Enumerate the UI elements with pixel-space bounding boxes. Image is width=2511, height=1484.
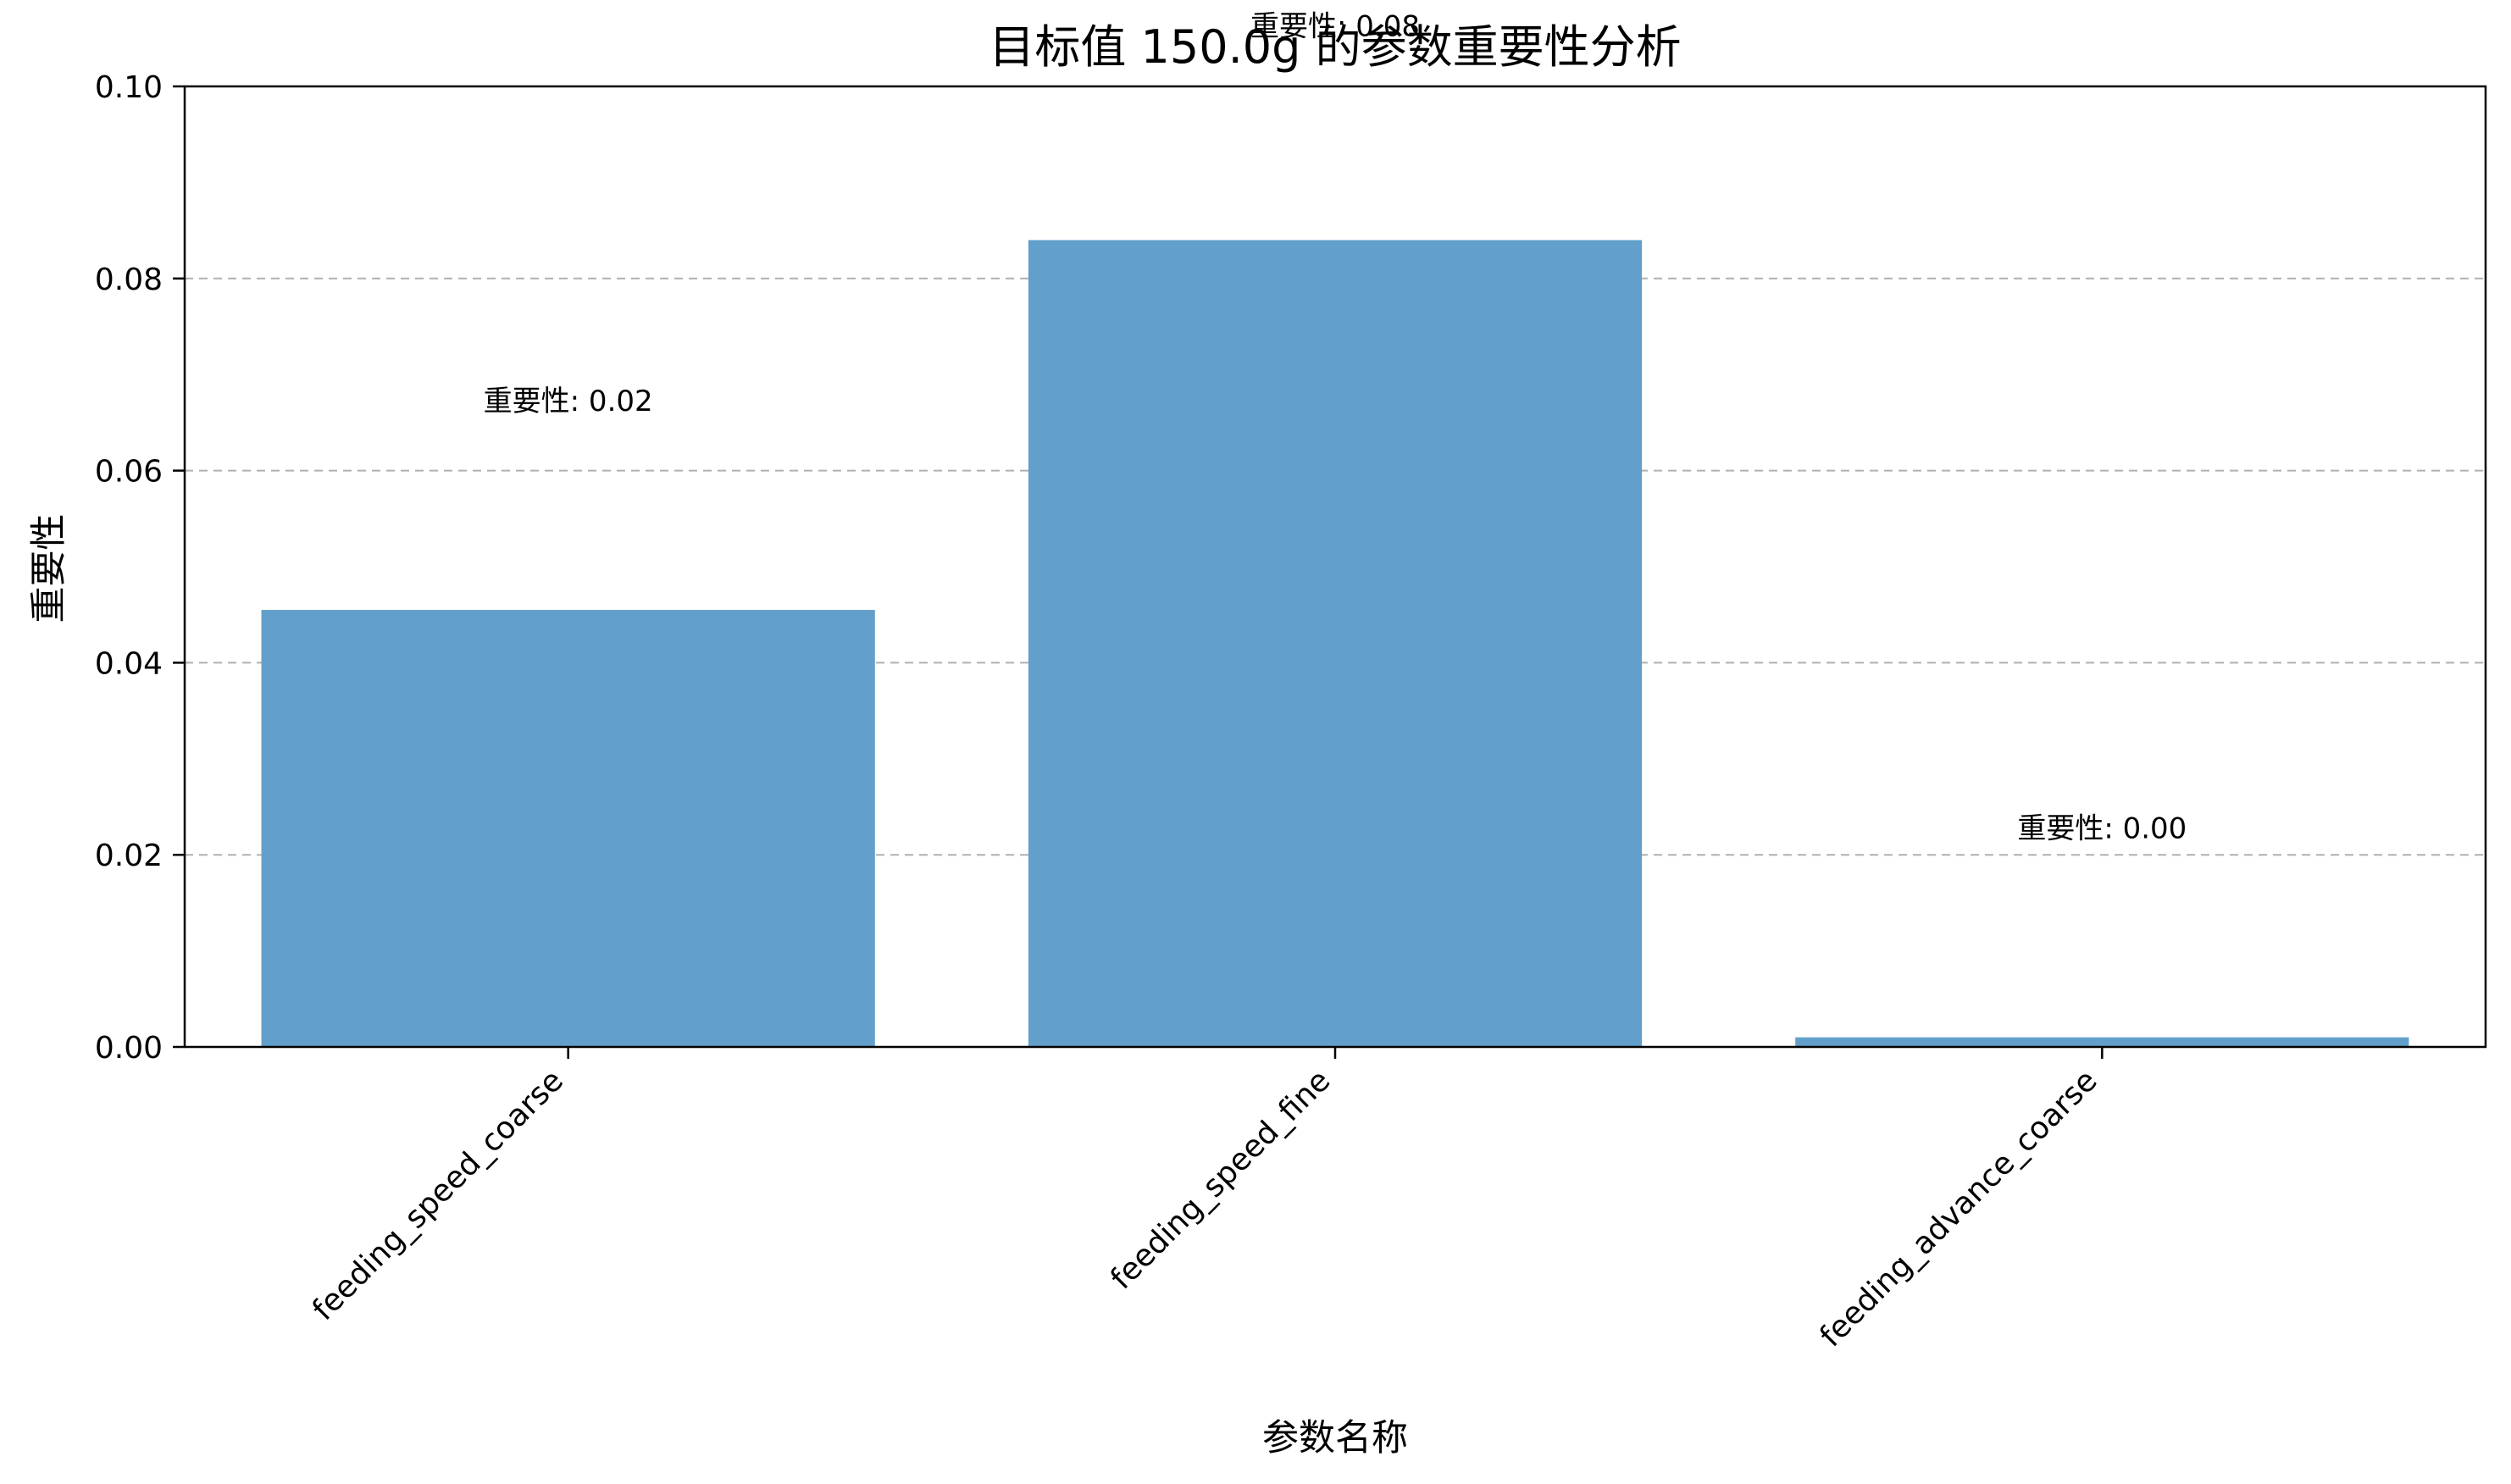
y-tick-label: 0.08 <box>95 263 163 297</box>
x-tick-label: feeding_speed_coarse <box>306 1063 570 1327</box>
x-axis-title: 参数名称 <box>1262 1417 1408 1459</box>
bar <box>1028 240 1643 1047</box>
bar-annotation: 重要性: 0.02 <box>484 385 653 418</box>
y-tick-label: 0.06 <box>95 455 163 490</box>
y-tick-label: 0.02 <box>95 839 163 873</box>
bars-layer <box>261 240 2409 1047</box>
x-tick-label: feeding_speed_fine <box>1104 1063 1337 1296</box>
x-tick-label: feeding_advance_coarse <box>1814 1063 2104 1354</box>
bar-annotation: 重要性: 0.08 <box>1250 10 1420 44</box>
bar-annotation: 重要性: 0.00 <box>2017 811 2187 845</box>
bar <box>1795 1037 2409 1047</box>
y-axis-title: 重要性 <box>28 514 70 623</box>
bar <box>261 610 875 1047</box>
y-tick-label: 0.00 <box>95 1031 163 1066</box>
axes-layer <box>173 85 2487 1059</box>
chart-title: 目标值 150.0g 的参数重要性分析 <box>989 20 1681 74</box>
y-tick-label: 0.10 <box>95 70 163 105</box>
y-tick-label: 0.04 <box>95 646 163 681</box>
